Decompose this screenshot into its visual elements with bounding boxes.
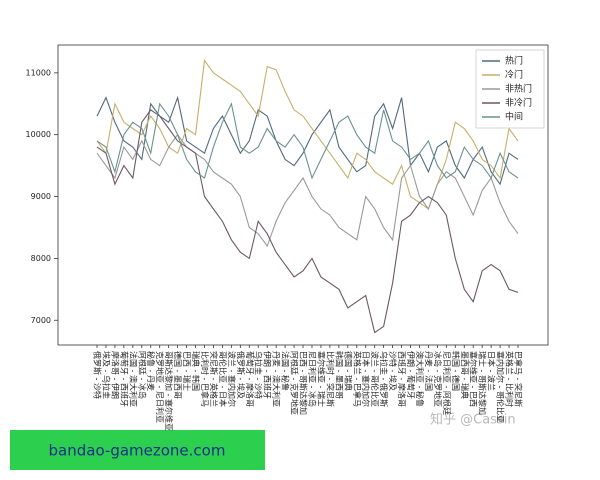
banner-bg xyxy=(10,430,265,470)
y-tick-label: 10000 xyxy=(26,130,51,139)
y-tick-label: 11000 xyxy=(26,68,51,77)
x-tick-label: 俄罗斯 - 埃及 xyxy=(236,351,246,399)
x-tick-label: 澳大利亚 - 秘鲁 xyxy=(415,351,425,407)
x-tick-label: 塞内加尔 - 哥伦比亚 xyxy=(496,351,506,423)
x-tick-label: 突尼斯 - 英格兰 xyxy=(209,351,219,407)
x-tick-label: 墨西哥 - 瑞典 xyxy=(460,351,470,399)
x-tick-label: 哥斯达黎加 - 塞尔维亚 xyxy=(164,351,174,431)
x-tick-label: 尼日利亚 - 冰岛 xyxy=(307,351,317,407)
x-tick-label: 德国 - 瑞典 xyxy=(343,351,353,391)
x-tick-label: 塞尔维亚 - 巴西 xyxy=(469,351,479,407)
x-tick-label: 波兰 - 哥伦比亚 xyxy=(370,351,380,407)
x-tick-label: 乌拉圭 - 俄罗斯 xyxy=(379,351,389,407)
x-tick-label: 比利时 - 突尼斯 xyxy=(325,351,335,407)
x-tick-label: 塞尔维亚 - 瑞士 xyxy=(316,351,326,407)
legend-label: 中间 xyxy=(505,111,523,123)
x-tick-label: 瑞典 - 韩国 xyxy=(191,351,201,391)
x-tick-label: 丹麦 - 澳大利亚 xyxy=(272,351,282,407)
y-tick-label: 7000 xyxy=(31,316,51,325)
watermark: 知乎 @Cassin xyxy=(430,412,516,428)
series-line xyxy=(96,133,519,248)
legend-label: 非冷门 xyxy=(505,97,532,109)
x-tick-label: 日本 - 塞内加尔 xyxy=(361,351,371,407)
x-tick-label: 巴拿马 - 突尼斯 xyxy=(514,351,524,407)
x-tick-label: 比利时 - 巴拿马 xyxy=(200,351,210,407)
x-tick-label: 法国 - 秘鲁 xyxy=(281,351,291,391)
series-line xyxy=(96,59,519,210)
x-tick-label: 冰岛 - 克罗地亚 xyxy=(433,351,443,407)
x-tick-label: 阿根廷 - 克罗地亚 xyxy=(290,351,300,415)
x-tick-label: 法国 - 澳大利亚 xyxy=(128,351,138,407)
x-tick-label: 尼日利亚 - 阿根廷 xyxy=(442,351,452,415)
legend-label: 非热门 xyxy=(505,83,532,95)
x-tick-label: 巴西 - 瑞士 xyxy=(182,351,192,391)
x-tick-label: 巴西 - 哥斯达黎加 xyxy=(299,351,309,415)
x-tick-label: 英格兰 - 比利时 xyxy=(505,351,515,407)
legend-label: 冷门 xyxy=(505,69,523,81)
x-tick-label: 瑞士 - 哥斯达黎加 xyxy=(478,351,488,415)
x-tick-label: 韩国 - 德国 xyxy=(451,351,461,391)
legend-label: 热门 xyxy=(505,55,523,67)
x-tick-label: 葡萄牙 - 摩洛哥 xyxy=(245,351,255,407)
x-tick-label: 俄罗斯 - 沙特 xyxy=(93,351,103,399)
x-tick-label: 乌拉圭 - 沙特 xyxy=(254,351,264,399)
x-tick-label: 阿根廷 - 冰岛 xyxy=(137,351,147,399)
x-tick-label: 摩洛哥 - 伊朗 xyxy=(110,351,120,399)
x-tick-label: 德国 - 墨西哥 xyxy=(173,351,183,399)
x-tick-label: 伊朗 - 葡萄牙 xyxy=(406,351,416,399)
x-tick-label: 波兰 - 塞内加尔 xyxy=(227,351,237,407)
x-tick-label: 西班牙 - 摩洛哥 xyxy=(397,351,407,407)
x-tick-label: 沙特 - 埃及 xyxy=(388,351,398,391)
series-line xyxy=(96,95,519,186)
x-tick-label: 秘鲁 - 丹麦 xyxy=(146,351,156,391)
x-tick-label: 英格兰 - 巴拿马 xyxy=(352,351,362,407)
series-line xyxy=(96,109,519,334)
x-tick-label: 埃及 - 乌拉圭 xyxy=(101,351,111,399)
x-tick-label: 伊朗 - 西班牙 xyxy=(263,351,273,399)
y-tick-label: 9000 xyxy=(31,192,51,201)
x-tick-label: 丹麦 - 法国 xyxy=(424,351,434,391)
x-tick-label: 哥伦比亚 - 日本 xyxy=(218,351,228,407)
y-tick-label: 8000 xyxy=(31,254,51,263)
x-tick-label: 韩国 - 墨西哥 xyxy=(334,351,344,399)
banner-text: bandao-gamezone.com xyxy=(49,442,226,460)
plot-frame xyxy=(57,44,549,346)
x-tick-label: 日本 - 波兰 xyxy=(487,351,497,391)
series-line xyxy=(96,102,519,180)
x-tick-label: 克罗地亚 - 尼日利亚 xyxy=(155,351,165,423)
x-tick-label: 葡萄牙 - 西班牙 xyxy=(119,351,129,407)
